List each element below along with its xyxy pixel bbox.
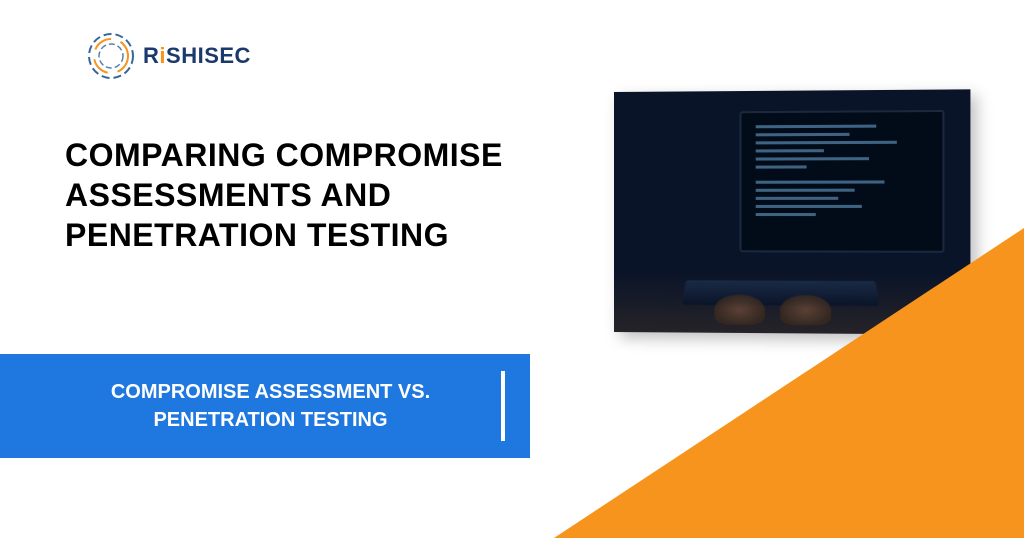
footer-bar: More Information : www.rishisec.com Foll… <box>0 483 1024 538</box>
more-info-link[interactable]: www.rishisec.com <box>202 502 321 519</box>
infographic-canvas: RiSHISEC COMPARING COMPROMISE ASSESSMENT… <box>0 0 1024 538</box>
follow-label: Follow Us : <box>349 502 429 519</box>
more-info-label: More Information : <box>60 502 192 519</box>
logo-rest: SHISEC <box>166 43 251 68</box>
code-lines <box>756 124 928 221</box>
brand-logo: RiSHISEC <box>85 30 251 82</box>
main-heading: COMPARING COMPROMISE ASSESSMENTS AND PEN… <box>65 135 585 255</box>
subtitle-bar: COMPROMISE ASSESSMENT VS. PENETRATION TE… <box>0 354 530 458</box>
follow-handle[interactable]: @ rishisecurity <box>439 502 538 519</box>
logo-mark-icon <box>85 30 137 82</box>
subtitle-line1: COMPROMISE ASSESSMENT VS. <box>111 381 430 403</box>
subtitle-line2: PENETRATION TESTING <box>153 409 387 431</box>
subtitle-divider <box>501 371 505 441</box>
logo-text: RiSHISEC <box>143 43 251 69</box>
subtitle-text: COMPROMISE ASSESSMENT VS. PENETRATION TE… <box>0 378 501 434</box>
logo-prefix: R <box>143 43 159 68</box>
